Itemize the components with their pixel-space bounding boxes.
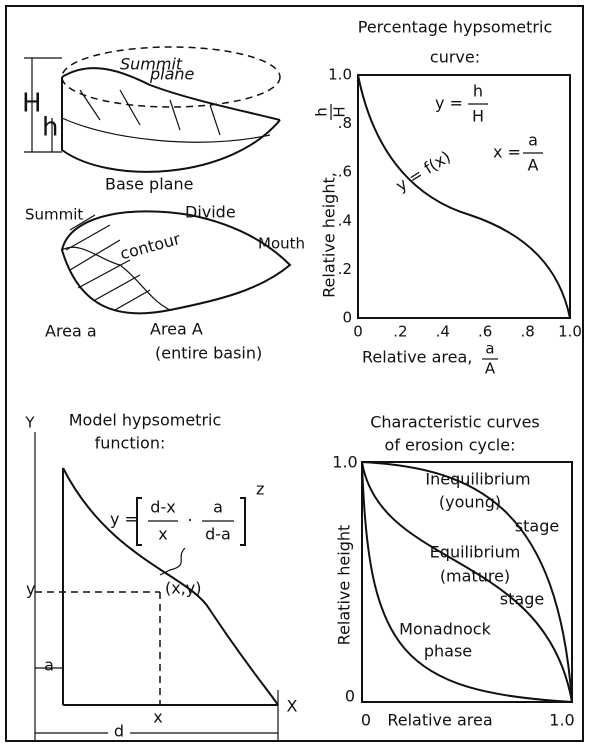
brackets (136, 497, 246, 546)
area-a-edge (61, 246, 171, 311)
summit-label: Summit (25, 206, 83, 224)
x-label: Relative area, (362, 348, 472, 367)
block-diagram: Summit plane H h Base plane Summit Divid… (22, 46, 305, 363)
old-label: phase (424, 642, 472, 661)
entire-basin-label: (entire basin) (155, 344, 262, 363)
hatch (65, 214, 151, 311)
model-curve (62, 467, 279, 706)
young-label: (young) (439, 493, 501, 512)
mature-label: stage (500, 590, 544, 609)
x-label: Relative area (387, 711, 492, 730)
mature-label: (mature) (440, 567, 510, 586)
terrain (61, 67, 281, 121)
title: Percentage hypsometric (358, 18, 553, 37)
eq-den2: d-a (205, 525, 231, 544)
divide-label: Divide (185, 203, 236, 222)
x-label-num: a (485, 340, 494, 358)
d-gap (108, 724, 130, 740)
y-tick-label: .4 (338, 211, 352, 229)
summit-plane-label: Summit (120, 55, 183, 74)
percentage-curve: Percentage hypsometric curve: 1.0 .8 .6 .4.… (313, 18, 582, 378)
title: Characteristic curves (370, 413, 540, 432)
x-tick-label: .2 (393, 323, 407, 341)
y-label-num: h (313, 107, 331, 117)
eq-y-den: H (472, 107, 484, 126)
eq-x: x = (493, 143, 521, 162)
eq-x-num: a (528, 131, 538, 150)
y-value-label: y (26, 580, 35, 599)
y-tick-label: 1.0 (328, 66, 352, 84)
erosion-cycle: Characteristic curves of erosion cycle: … (332, 413, 574, 730)
frame (5, 5, 584, 742)
contour-label: contour (118, 229, 183, 263)
summit-plane-outline (61, 46, 281, 108)
y-label: Relative height, (320, 172, 339, 298)
cylinder (61, 77, 281, 173)
young-label: Inequilibrium (425, 470, 530, 489)
y-label: Relative height (335, 525, 354, 646)
basin (60, 210, 292, 315)
x-tick-label: .8 (520, 323, 534, 341)
y-label-den: H (331, 106, 349, 117)
area-A-label: Area A (150, 320, 203, 339)
x-tick-label: .6 (478, 323, 492, 341)
contour-cut (61, 117, 271, 143)
y-tick-label: .6 (338, 163, 352, 181)
young-label: stage (515, 517, 559, 536)
h-label: h (42, 113, 58, 143)
x-label-den: A (485, 360, 496, 378)
eq-num1: d-x (150, 498, 175, 517)
pointer (159, 547, 186, 576)
young-curve (361, 461, 573, 703)
title: function: (95, 434, 166, 453)
old-curve (361, 461, 573, 703)
x-one: 1.0 (549, 711, 574, 730)
summit-plane-label: plane (149, 65, 195, 84)
axes (357, 74, 571, 319)
a-label: a (44, 656, 54, 675)
x-tick-label: 0 (353, 323, 363, 341)
eq-num2: a (213, 498, 223, 517)
title: of erosion cycle: (385, 436, 516, 455)
slopes (79, 89, 221, 136)
Y-label: Y (24, 414, 35, 432)
eq-dot: · (187, 511, 192, 530)
base-plane-label: Base plane (105, 175, 193, 194)
eq-exp: z (256, 480, 264, 499)
model-function: Model hypsometric function: Y y = d-x x … (24, 411, 297, 741)
title: Model hypsometric (69, 411, 222, 430)
X-label: X (287, 697, 298, 716)
x-zero: 0 (361, 711, 371, 730)
mouth-label: Mouth (258, 235, 305, 253)
hypsometric-curve (357, 74, 571, 319)
area-a-label: Area a (45, 322, 97, 341)
x-tick-label: 1.0 (558, 323, 582, 341)
y-tick-label: 0 (342, 309, 352, 327)
eq-y: y = (435, 94, 463, 113)
y-tick-label: .2 (338, 260, 352, 278)
point-label: (x,y) (165, 579, 202, 598)
y-zero: 0 (345, 687, 355, 706)
x-value-label: x (153, 708, 162, 727)
title: curve: (430, 48, 480, 67)
axes (361, 461, 573, 703)
H-label: H (22, 89, 42, 119)
mature-label: Equilibrium (430, 543, 521, 562)
eq-lhs: y = (110, 510, 138, 529)
y-top: 1.0 (332, 453, 357, 472)
eq-x-den: A (528, 156, 539, 175)
eq-den1: x (158, 525, 167, 544)
eq-y-num: h (473, 82, 483, 101)
y-tick-label: .8 (338, 114, 352, 132)
d-label: d (114, 722, 124, 741)
mature-curve (361, 461, 573, 703)
old-label: Monadnock (399, 620, 491, 639)
x-tick-label: .4 (436, 323, 450, 341)
